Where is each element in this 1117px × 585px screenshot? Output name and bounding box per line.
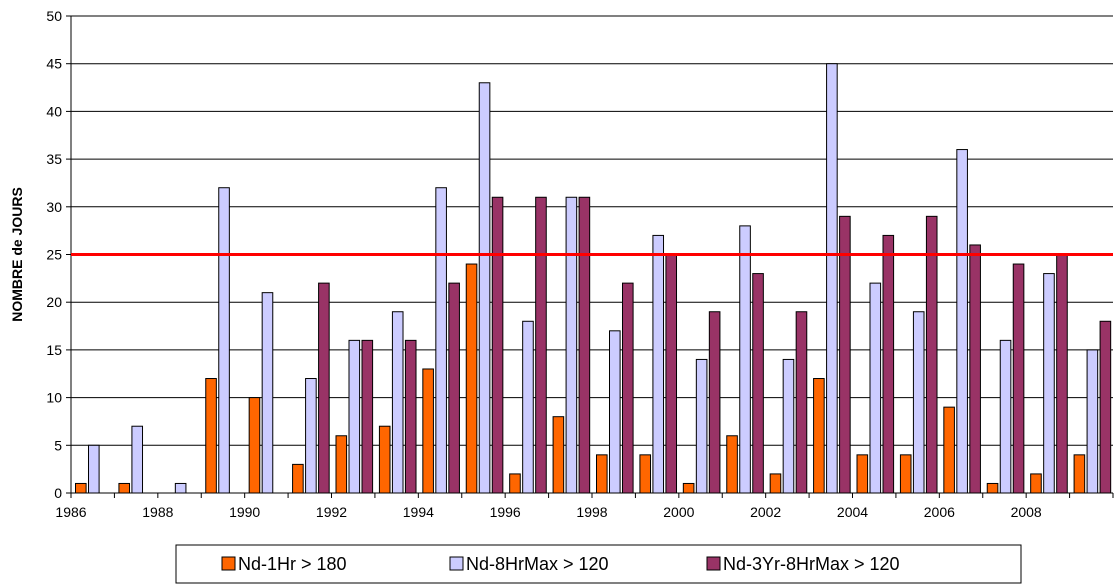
bar bbox=[956, 149, 968, 494]
bar bbox=[118, 482, 131, 494]
legend-swatch bbox=[221, 556, 236, 571]
bar bbox=[88, 444, 100, 494]
bar bbox=[1073, 454, 1086, 494]
y-tick-label: 30 bbox=[46, 199, 62, 215]
bar bbox=[552, 416, 565, 494]
x-tick-label: 1996 bbox=[490, 504, 521, 520]
y-tick-label: 0 bbox=[54, 485, 62, 501]
bar bbox=[218, 187, 230, 494]
bar bbox=[912, 311, 925, 494]
x-tick-label: 2008 bbox=[1011, 504, 1042, 520]
bar bbox=[665, 254, 678, 494]
bar bbox=[708, 311, 721, 494]
legend-label: Nd-3Yr-8HrMax > 120 bbox=[723, 554, 900, 574]
bar bbox=[925, 215, 938, 494]
bar bbox=[361, 339, 374, 494]
x-tick-label: 1994 bbox=[403, 504, 434, 520]
bar bbox=[609, 330, 621, 494]
y-tick-label: 50 bbox=[46, 8, 62, 24]
y-axis-title: NOMBRE de JOURS bbox=[9, 187, 25, 322]
bar bbox=[986, 482, 999, 494]
bar bbox=[752, 273, 764, 494]
x-tick-label: 2006 bbox=[924, 504, 955, 520]
bar bbox=[943, 406, 955, 494]
bar bbox=[782, 358, 795, 494]
x-tick-label: 2004 bbox=[837, 504, 868, 520]
bar bbox=[769, 473, 782, 494]
bar bbox=[1043, 273, 1055, 494]
legend-label: Nd-8HrMax > 120 bbox=[466, 554, 609, 574]
bar bbox=[652, 234, 665, 494]
bar bbox=[535, 196, 547, 494]
y-tick-label: 45 bbox=[46, 56, 62, 72]
y-tick-label: 20 bbox=[46, 294, 62, 310]
bar bbox=[726, 435, 738, 494]
bar bbox=[205, 378, 217, 494]
bar bbox=[839, 215, 851, 494]
bar bbox=[596, 454, 608, 494]
bar bbox=[478, 82, 491, 494]
y-tick-label: 5 bbox=[54, 437, 62, 453]
bar bbox=[448, 282, 460, 494]
bar bbox=[131, 425, 144, 494]
legend-swatch bbox=[449, 556, 464, 571]
bar bbox=[422, 368, 434, 494]
bar bbox=[292, 463, 304, 494]
bar bbox=[899, 454, 912, 494]
bar bbox=[1086, 349, 1099, 494]
bar bbox=[1030, 473, 1042, 494]
y-tick-label: 40 bbox=[46, 103, 62, 119]
x-tick-label: 2000 bbox=[663, 504, 694, 520]
bar bbox=[739, 225, 751, 494]
bar bbox=[435, 187, 447, 494]
bar bbox=[813, 378, 825, 494]
x-tick-label: 1988 bbox=[142, 504, 173, 520]
x-tick-label: 2002 bbox=[750, 504, 781, 520]
x-tick-label: 1998 bbox=[576, 504, 607, 520]
bar bbox=[491, 196, 504, 494]
bar bbox=[348, 339, 361, 494]
bar bbox=[578, 196, 591, 494]
bar bbox=[522, 320, 534, 494]
bar bbox=[1056, 254, 1068, 494]
y-tick-label: 35 bbox=[46, 151, 62, 167]
legend-box bbox=[175, 544, 1022, 584]
bar bbox=[682, 482, 695, 494]
legend-label: Nd-1Hr > 180 bbox=[238, 554, 347, 574]
bar bbox=[391, 311, 404, 494]
bar bbox=[882, 234, 895, 494]
bar bbox=[174, 482, 187, 494]
x-tick-label: 1986 bbox=[55, 504, 86, 520]
bar bbox=[856, 454, 869, 494]
bar bbox=[335, 435, 348, 494]
bar bbox=[695, 358, 708, 494]
bar bbox=[869, 282, 882, 494]
bar bbox=[639, 454, 652, 494]
bar bbox=[1012, 263, 1025, 494]
y-tick-label: 10 bbox=[46, 390, 62, 406]
bar bbox=[248, 397, 261, 494]
legend-swatch bbox=[706, 556, 721, 571]
bar bbox=[1099, 320, 1112, 494]
bar bbox=[404, 339, 417, 494]
bar bbox=[75, 482, 87, 494]
x-tick-label: 1990 bbox=[229, 504, 260, 520]
bar bbox=[509, 473, 521, 494]
bar bbox=[622, 282, 634, 494]
bar bbox=[999, 339, 1012, 494]
bar bbox=[261, 292, 274, 494]
y-tick-label: 15 bbox=[46, 342, 62, 358]
bar bbox=[305, 378, 317, 494]
bar bbox=[378, 425, 391, 494]
y-tick-label: 25 bbox=[46, 247, 62, 263]
bar bbox=[969, 244, 981, 494]
bar bbox=[795, 311, 808, 494]
bar bbox=[318, 282, 330, 494]
bar bbox=[565, 196, 578, 494]
bar bbox=[826, 63, 838, 494]
bar bbox=[465, 263, 478, 494]
x-tick-label: 1992 bbox=[316, 504, 347, 520]
